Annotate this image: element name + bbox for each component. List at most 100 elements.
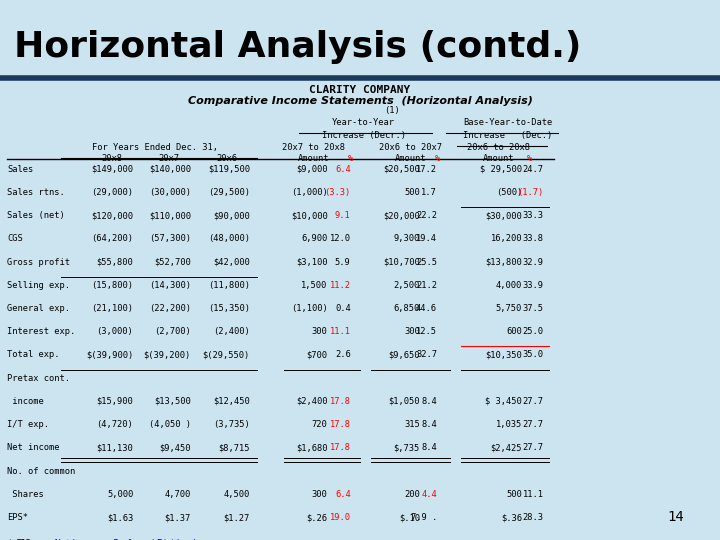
Text: 1,035: 1,035: [496, 420, 522, 429]
Text: Pretax cont.: Pretax cont.: [7, 374, 71, 383]
Text: (14,300): (14,300): [149, 281, 191, 290]
Text: (29,000): (29,000): [91, 188, 133, 197]
Text: Net income: Net income: [7, 443, 60, 453]
Text: (2,400): (2,400): [213, 327, 250, 336]
Text: $1.37: $1.37: [165, 513, 191, 522]
Text: 37.5: 37.5: [523, 304, 544, 313]
Text: 300: 300: [312, 327, 328, 336]
Text: For Years Ended Dec. 31,: For Years Ended Dec. 31,: [92, 143, 218, 152]
Text: $10,700: $10,700: [383, 258, 420, 267]
Text: (21,100): (21,100): [91, 304, 133, 313]
Text: (29,500): (29,500): [208, 188, 250, 197]
Text: =: =: [40, 539, 45, 540]
Text: 7.9 .: 7.9 .: [411, 513, 437, 522]
Text: $42,000: $42,000: [213, 258, 250, 267]
Text: Horizontal Analysis (contd.): Horizontal Analysis (contd.): [14, 30, 582, 64]
Text: 19.0: 19.0: [330, 513, 351, 522]
Text: Amount: Amount: [395, 154, 426, 164]
Text: $.26: $.26: [307, 513, 328, 522]
Text: $(39,900): $(39,900): [86, 350, 133, 360]
Text: 5,750: 5,750: [496, 304, 522, 313]
Text: 12.0: 12.0: [330, 234, 351, 244]
Text: 35.0: 35.0: [523, 350, 544, 360]
Text: 6,850: 6,850: [394, 304, 420, 313]
Text: 17.8: 17.8: [330, 443, 351, 453]
Text: 6.4: 6.4: [335, 165, 351, 174]
Text: $9,000: $9,000: [296, 165, 328, 174]
Text: $1.27: $1.27: [224, 513, 250, 522]
Text: 28.3: 28.3: [523, 513, 544, 522]
Text: Increase   (Dec.): Increase (Dec.): [463, 131, 552, 140]
Text: General exp.: General exp.: [7, 304, 71, 313]
Text: %: %: [348, 154, 354, 164]
Text: Selling exp.: Selling exp.: [7, 281, 71, 290]
Text: 27.7: 27.7: [523, 397, 544, 406]
Text: EPS: EPS: [16, 539, 31, 540]
Text: 6.4: 6.4: [335, 490, 351, 499]
Text: 32.9: 32.9: [523, 258, 544, 267]
Text: (57,300): (57,300): [149, 234, 191, 244]
Text: $(29,550): $(29,550): [202, 350, 250, 360]
Text: 32.7: 32.7: [416, 350, 437, 360]
Text: 4,700: 4,700: [165, 490, 191, 499]
Text: $(39,200): $(39,200): [143, 350, 191, 360]
Text: (3,000): (3,000): [96, 327, 133, 336]
Text: $9,450: $9,450: [159, 443, 191, 453]
Text: Gross profit: Gross profit: [7, 258, 71, 267]
Text: 8.4: 8.4: [421, 420, 437, 429]
Text: $140,000: $140,000: [149, 165, 191, 174]
Text: 300: 300: [404, 327, 420, 336]
Text: 600: 600: [506, 327, 522, 336]
Text: 33.3: 33.3: [523, 211, 544, 220]
Text: Increase (Decr.): Increase (Decr.): [322, 131, 405, 140]
Text: 27.7: 27.7: [523, 420, 544, 429]
Text: Year-to-Year: Year-to-Year: [332, 118, 395, 127]
Text: Interest exp.: Interest exp.: [7, 327, 76, 336]
Text: (3,735): (3,735): [213, 420, 250, 429]
Text: 9.1: 9.1: [335, 211, 351, 220]
Text: 720: 720: [312, 420, 328, 429]
Text: No. of common: No. of common: [7, 467, 76, 476]
Text: income: income: [7, 397, 44, 406]
Text: (1,000): (1,000): [291, 188, 328, 197]
Text: Amount: Amount: [483, 154, 515, 164]
Text: 20x6 to 20x8: 20x6 to 20x8: [467, 143, 531, 152]
Text: (3.3): (3.3): [325, 188, 351, 197]
Text: Amount: Amount: [298, 154, 330, 164]
Text: $13,800: $13,800: [485, 258, 522, 267]
Text: Shares: Shares: [7, 490, 44, 499]
Text: $.10: $.10: [399, 513, 420, 522]
Text: 8.4: 8.4: [421, 443, 437, 453]
Text: (4,050 ): (4,050 ): [149, 420, 191, 429]
Text: 500: 500: [404, 188, 420, 197]
Text: 44.6: 44.6: [416, 304, 437, 313]
Text: $12,450: $12,450: [213, 397, 250, 406]
Text: $,735: $,735: [394, 443, 420, 453]
Text: 12.5: 12.5: [416, 327, 437, 336]
Text: EPS*: EPS*: [7, 513, 28, 522]
Text: $ 29,500: $ 29,500: [480, 165, 522, 174]
Text: 11.1: 11.1: [523, 490, 544, 499]
Text: Sales (net): Sales (net): [7, 211, 65, 220]
Text: Net Income - Preferred Dividends: Net Income - Preferred Dividends: [54, 539, 199, 540]
Text: 25.5: 25.5: [416, 258, 437, 267]
Text: $55,800: $55,800: [96, 258, 133, 267]
Text: 315: 315: [404, 420, 420, 429]
Text: (30,000): (30,000): [149, 188, 191, 197]
Text: $119,500: $119,500: [208, 165, 250, 174]
Text: 4,500: 4,500: [224, 490, 250, 499]
Text: 6,900: 6,900: [302, 234, 328, 244]
Text: 20x8: 20x8: [101, 154, 122, 164]
Text: 17.2: 17.2: [416, 165, 437, 174]
Text: 1,500: 1,500: [302, 281, 328, 290]
Text: $20,000: $20,000: [383, 211, 420, 220]
Text: $10,000: $10,000: [291, 211, 328, 220]
Text: %: %: [526, 154, 532, 164]
Text: (11,800): (11,800): [208, 281, 250, 290]
Text: (1,100): (1,100): [291, 304, 328, 313]
Text: 300: 300: [312, 490, 328, 499]
Text: $120,000: $120,000: [91, 211, 133, 220]
Text: 25.0: 25.0: [523, 327, 544, 336]
Text: $8,715: $8,715: [218, 443, 250, 453]
Text: Comparative Income Statements  (Horizontal Analysis): Comparative Income Statements (Horizonta…: [188, 96, 532, 106]
